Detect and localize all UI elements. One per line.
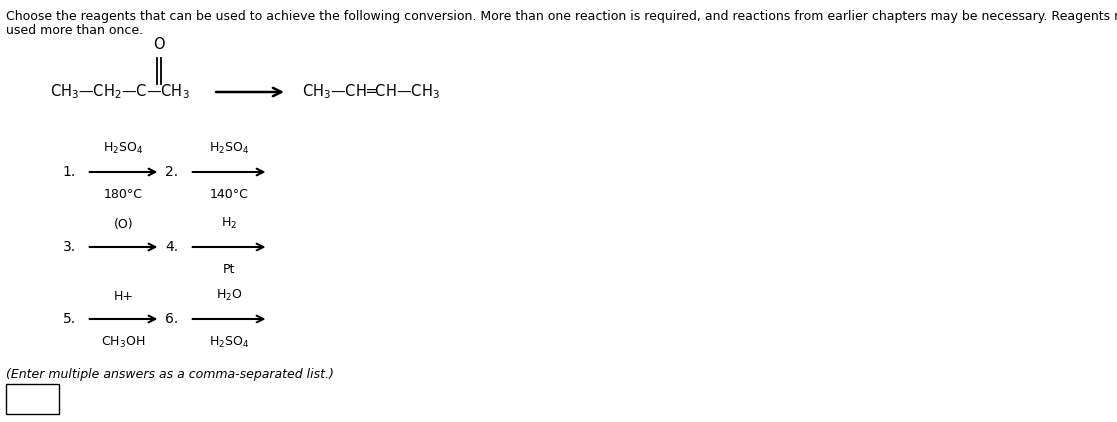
Text: 6.: 6. [165,312,179,326]
Text: H+: H+ [114,290,134,303]
Text: used more than once.: used more than once. [6,24,143,37]
Bar [6,384,59,414]
Text: 2.: 2. [165,165,179,179]
Text: H$_2$: H$_2$ [221,216,237,231]
Text: H$_2$SO$_4$: H$_2$SO$_4$ [209,141,249,156]
Text: CH$_3$OH: CH$_3$OH [102,335,145,350]
Text: H$_2$SO$_4$: H$_2$SO$_4$ [104,141,144,156]
Text: 3.: 3. [63,240,76,254]
Text: H$_2$O: H$_2$O [216,288,242,303]
Text: 1.: 1. [63,165,76,179]
Text: 140°C: 140°C [210,188,248,201]
Text: CH$_3$—CH═CH—CH$_3$: CH$_3$—CH═CH—CH$_3$ [302,83,439,101]
Text: O: O [153,36,164,51]
Text: 4.: 4. [165,240,179,254]
Text: (Enter multiple answers as a comma-separated list.): (Enter multiple answers as a comma-separ… [6,368,334,381]
Text: (O): (O) [114,218,133,231]
Text: 5.: 5. [63,312,76,326]
Text: 180°C: 180°C [104,188,143,201]
Text: H$_2$SO$_4$: H$_2$SO$_4$ [209,335,249,350]
Text: CH$_3$—CH$_2$—C—CH$_3$: CH$_3$—CH$_2$—C—CH$_3$ [50,83,190,101]
Text: Choose the reagents that can be used to achieve the following conversion. More t: Choose the reagents that can be used to … [6,10,1117,23]
Text: Pt: Pt [223,263,236,276]
